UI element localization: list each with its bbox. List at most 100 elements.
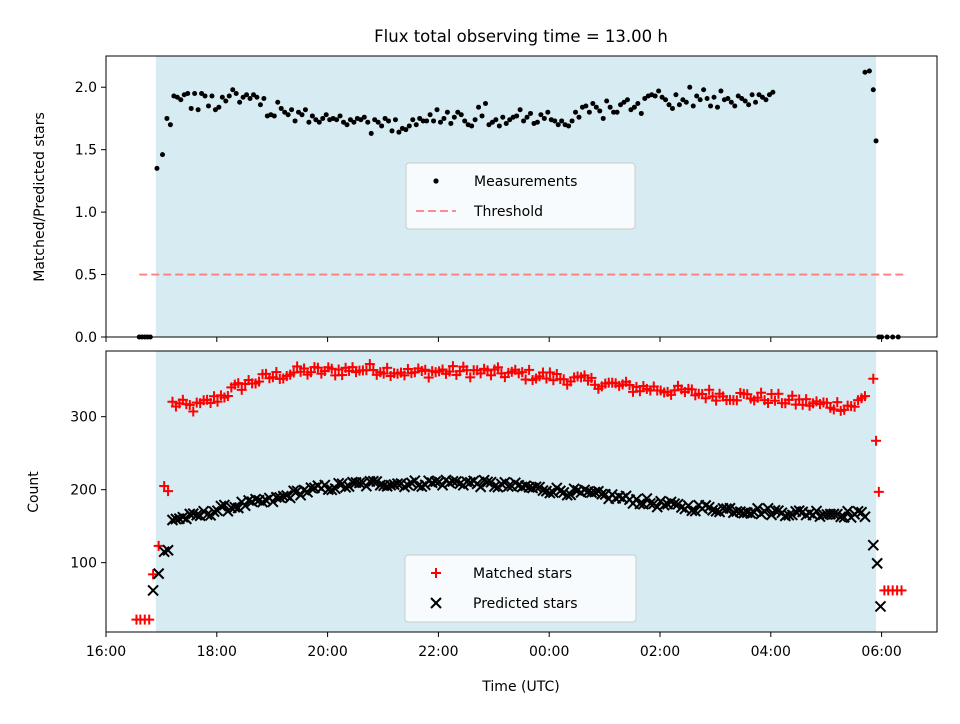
legend-matched-marker xyxy=(431,568,441,578)
matched-star-point xyxy=(444,366,455,377)
predicted-star-point xyxy=(871,557,883,570)
predicted-star-point xyxy=(287,485,300,497)
measurement-point xyxy=(711,94,717,100)
predicted-star-points xyxy=(147,474,887,613)
matched-star-point xyxy=(184,399,195,410)
measurement-point xyxy=(458,112,464,118)
measurement-point xyxy=(188,105,194,111)
measurement-point xyxy=(247,95,253,101)
predicted-star-point xyxy=(381,480,393,492)
matched-star-point xyxy=(541,373,552,384)
measurement-point xyxy=(714,104,720,110)
matched-star-point xyxy=(423,372,434,383)
matched-star-point xyxy=(236,384,247,395)
matched-star-point xyxy=(873,486,884,497)
x-tick-label: 16:00 xyxy=(86,644,126,660)
measurement-point xyxy=(739,95,745,101)
matched-star-point xyxy=(312,362,323,373)
matched-star-point xyxy=(731,395,742,406)
measurement-point xyxy=(351,119,357,125)
matched-star-point xyxy=(292,361,303,372)
predicted-star-point xyxy=(277,490,289,502)
measurement-point xyxy=(195,107,201,113)
predicted-star-point xyxy=(305,482,317,494)
matched-star-point xyxy=(700,393,711,404)
matched-star-point xyxy=(896,585,907,596)
predicted-star-point xyxy=(519,480,532,492)
measurement-point xyxy=(618,102,624,108)
measurement-point xyxy=(753,99,759,105)
measurement-point xyxy=(728,99,734,105)
predicted-star-point xyxy=(665,496,677,508)
measurement-point xyxy=(389,128,395,134)
predicted-star-point xyxy=(162,544,174,556)
measurement-point xyxy=(167,122,173,128)
measurement-point xyxy=(185,90,191,96)
matched-star-point xyxy=(159,481,170,492)
predicted-star-point xyxy=(481,476,494,488)
predicted-star-point xyxy=(147,584,159,597)
bottom-legend: Matched stars Predicted stars xyxy=(404,554,637,623)
predicted-star-point xyxy=(201,508,213,521)
legend-predicted-marker xyxy=(430,597,442,609)
matched-star-point xyxy=(634,386,645,397)
measurement-point xyxy=(673,92,679,98)
measurement-point xyxy=(486,122,492,128)
measurement-point xyxy=(244,92,250,98)
matched-star-point xyxy=(624,380,635,391)
matched-star-point xyxy=(144,614,155,625)
measurement-point xyxy=(701,87,707,93)
measurement-point xyxy=(676,102,682,108)
measurement-point xyxy=(493,117,499,123)
predicted-star-point xyxy=(191,509,203,521)
bottom-x-ticks: 16:00 18:00 20:00 22:00 00:00 02:00 04:00 06:00 xyxy=(86,632,902,660)
x-tick-label: 06:00 xyxy=(861,644,901,660)
measurement-point xyxy=(607,104,613,110)
bottom-y-axis-label: Count xyxy=(26,471,42,513)
measurement-point xyxy=(538,112,544,118)
measurement-point xyxy=(725,95,731,101)
measurement-point xyxy=(441,115,447,121)
measurement-point xyxy=(368,130,374,136)
predicted-star-point xyxy=(274,491,286,504)
predicted-star-point xyxy=(502,480,515,493)
measurement-point xyxy=(254,94,260,100)
matched-star-point xyxy=(544,367,555,378)
measurement-point xyxy=(202,93,208,99)
predicted-star-point xyxy=(564,489,577,501)
measurement-point xyxy=(555,122,561,128)
measurement-point xyxy=(375,119,381,125)
measurement-point xyxy=(500,114,506,120)
predicted-star-point xyxy=(751,502,764,515)
measurement-point xyxy=(334,117,340,123)
chart-title: Flux total observing time = 13.00 h xyxy=(374,27,668,46)
predicted-star-point xyxy=(841,505,854,517)
measurement-point xyxy=(659,94,665,100)
measurement-point xyxy=(870,87,876,93)
matched-star-point xyxy=(271,367,282,378)
measurement-point xyxy=(628,107,634,113)
measurement-point xyxy=(178,97,184,103)
measurement-point xyxy=(160,152,166,158)
measurement-point xyxy=(219,94,225,100)
measurement-point xyxy=(365,119,371,125)
predicted-star-point xyxy=(596,488,608,500)
measurement-point xyxy=(469,123,475,129)
measurement-point xyxy=(212,107,218,113)
measurement-point xyxy=(663,97,669,103)
predicted-star-point xyxy=(658,499,670,511)
measurement-point xyxy=(406,123,412,129)
measurement-point xyxy=(444,109,450,115)
measurement-point xyxy=(337,113,343,119)
matched-star-point xyxy=(787,390,798,401)
measurement-point xyxy=(379,123,385,129)
matched-star-point xyxy=(801,394,812,405)
matched-star-point xyxy=(686,384,697,395)
matched-star-point xyxy=(333,364,344,375)
matched-star-point xyxy=(399,370,410,381)
measurement-point xyxy=(448,120,454,126)
measurement-point xyxy=(507,117,513,123)
bottom-y-ticks: 100 200 300 xyxy=(70,410,106,572)
measurement-point xyxy=(199,90,205,96)
matched-star-point xyxy=(548,375,559,386)
